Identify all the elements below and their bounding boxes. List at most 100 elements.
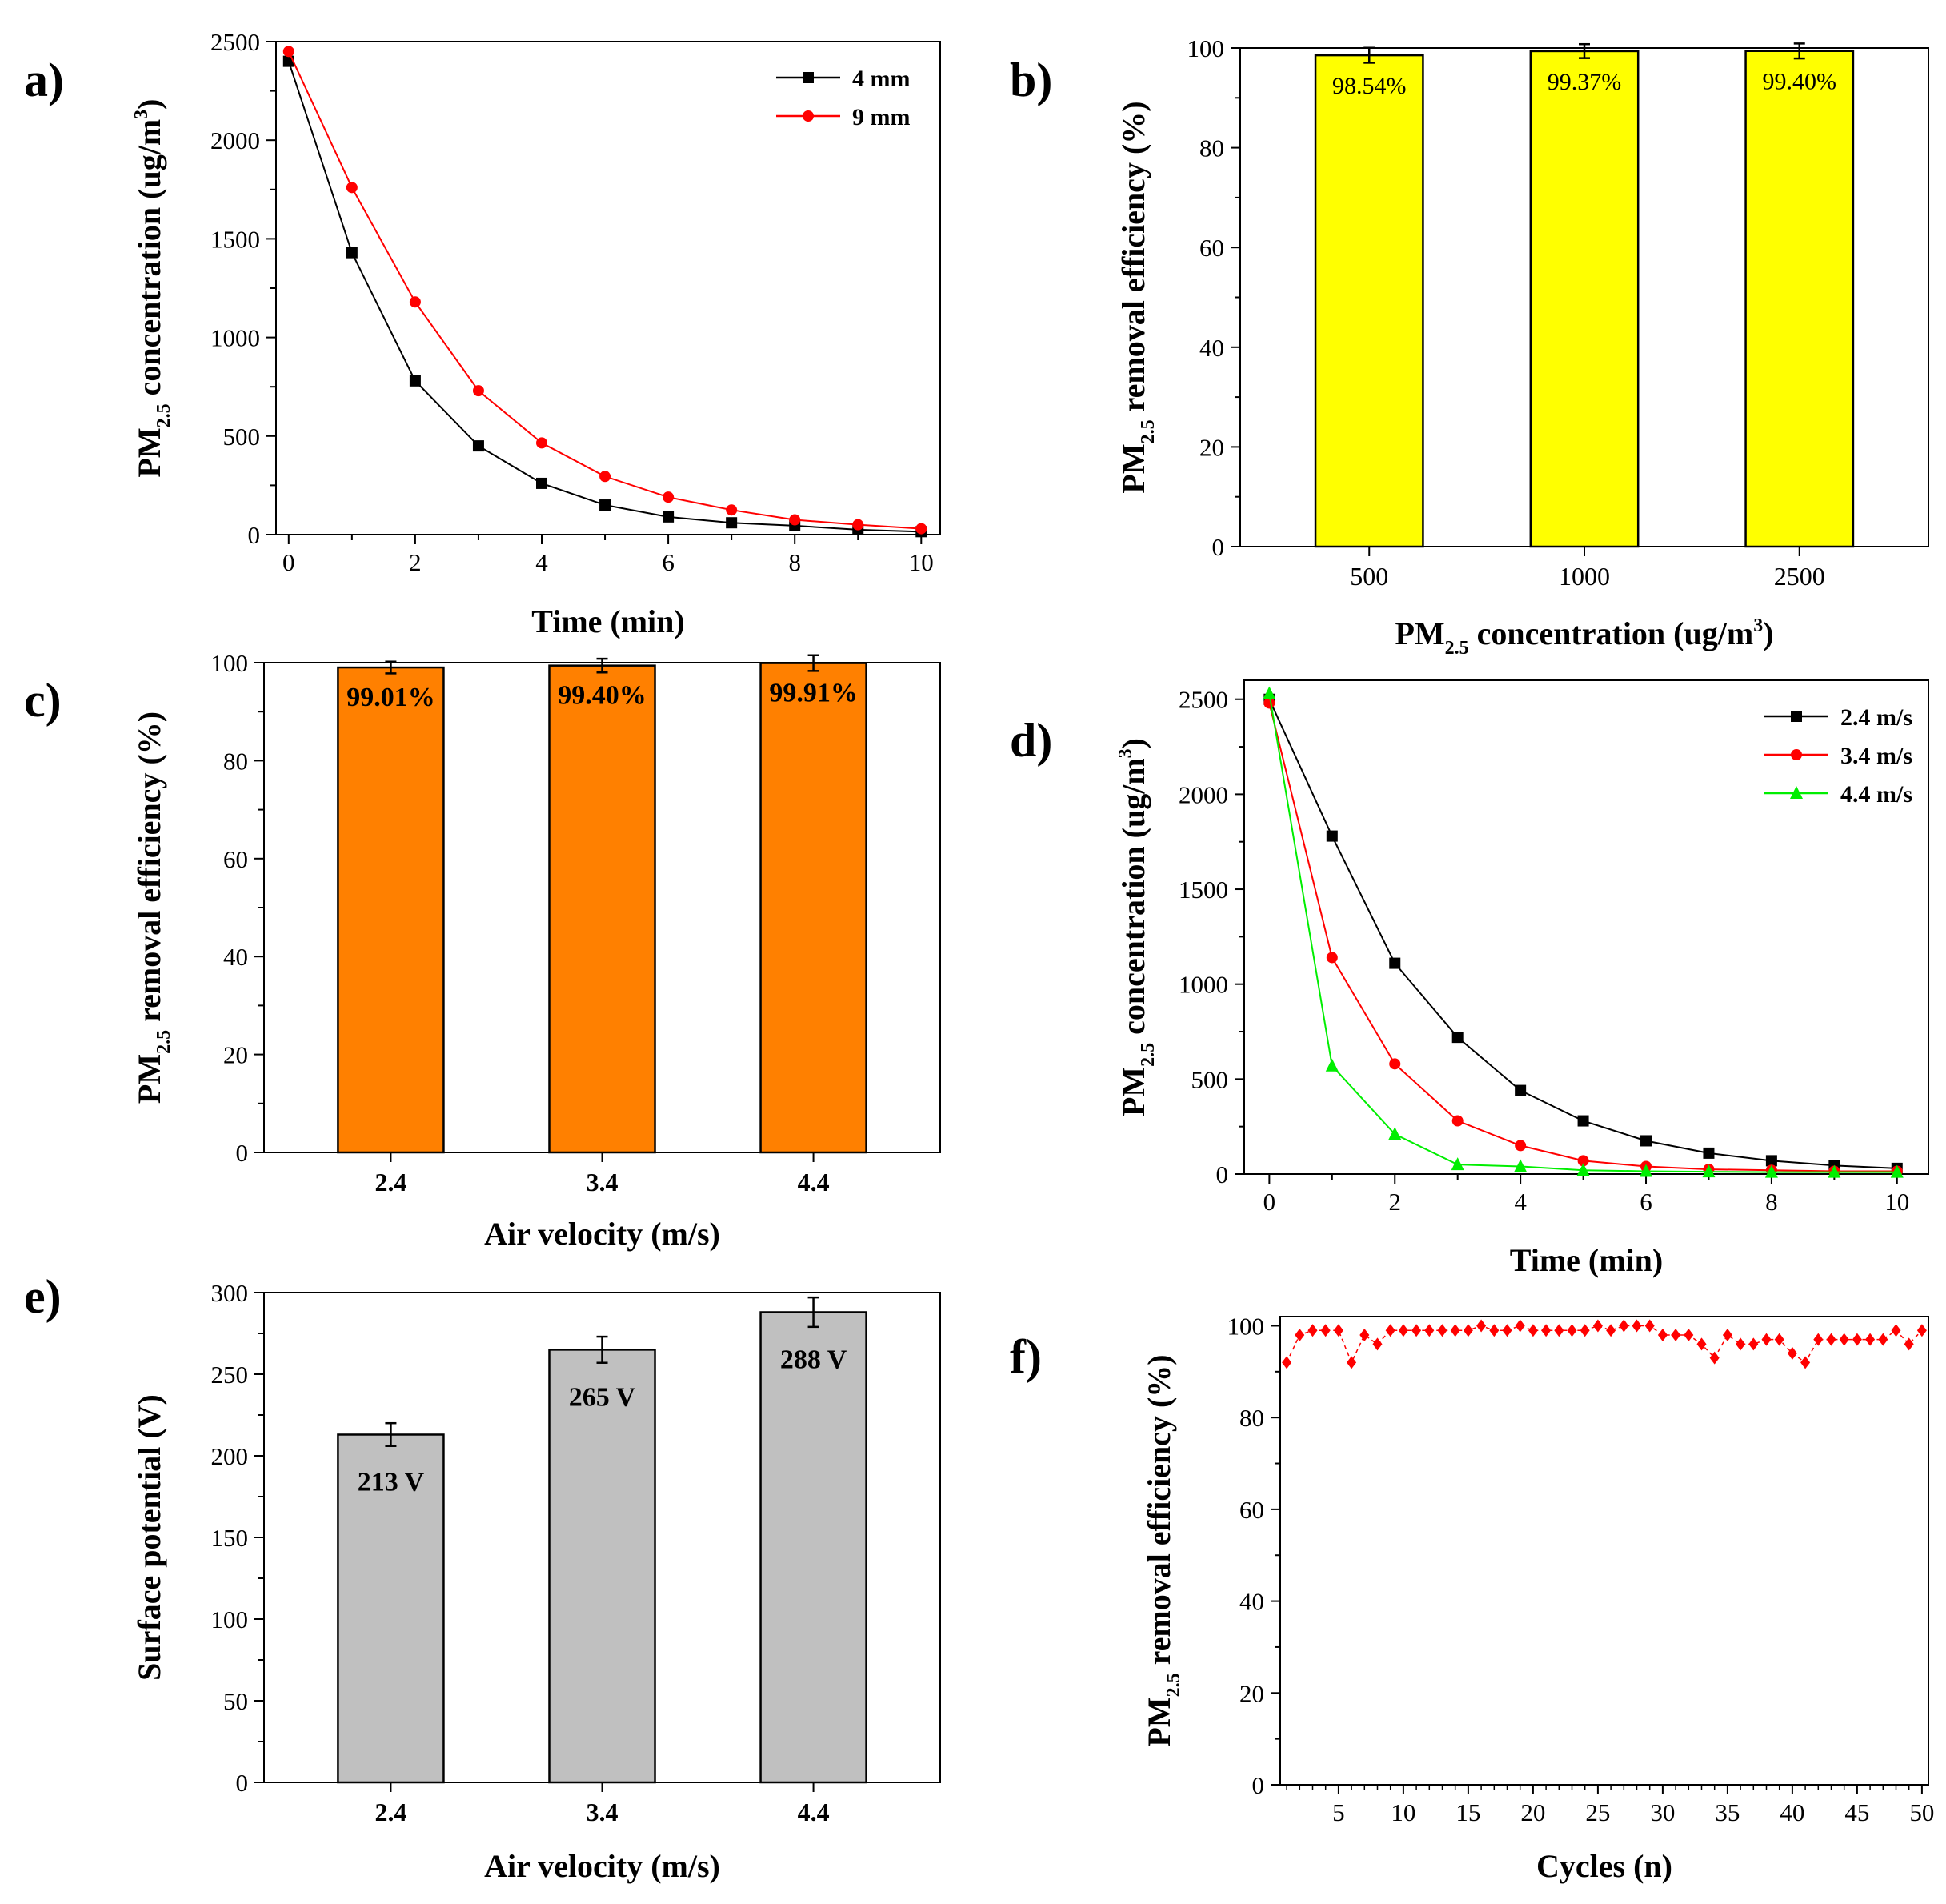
x-axis-title: Time (min) <box>531 603 684 639</box>
data-point <box>1878 1333 1888 1346</box>
y-tick-label: 1500 <box>1179 876 1228 904</box>
data-point <box>1450 1324 1460 1337</box>
bar <box>1744 50 1855 548</box>
data-point <box>1684 1328 1694 1341</box>
data-point <box>1657 1328 1668 1341</box>
x-tick-label: 30 <box>1650 1798 1675 1826</box>
data-point <box>1577 1115 1589 1127</box>
data-point <box>852 519 864 531</box>
legend-marker <box>1791 711 1802 722</box>
chart-d: 0 500 1000 1500 2000 2500 0 2 4 6 8 10 2.4 m/s 3.4 m/… <box>1010 679 1929 1278</box>
data-point <box>1514 1159 1528 1172</box>
y-tick-label: 0 <box>236 1769 249 1797</box>
legend-marker <box>1790 786 1803 799</box>
x-tick-label: 20 <box>1520 1798 1545 1826</box>
y-tick-label: 0 <box>1252 1771 1265 1799</box>
data-point <box>1904 1337 1914 1351</box>
panel-label: f) <box>1010 1330 1042 1383</box>
x-tick-label: 6 <box>1640 1188 1652 1216</box>
series-line-0 <box>287 61 922 533</box>
data-point <box>1333 1324 1343 1337</box>
chart-b: 0 20 40 60 80 100 98.54% 500 99.37% 1000 99.40% 250… <box>1010 34 1929 659</box>
data-point <box>1437 1324 1447 1337</box>
legend-label: 4 mm <box>852 66 910 92</box>
data-point <box>1372 1337 1383 1351</box>
x-tick-label: 2 <box>1389 1188 1402 1216</box>
data-point <box>282 46 294 58</box>
y-axis-title: PM2.5 concentration (ug/m3) <box>1115 738 1159 1116</box>
x-tick-label: 0 <box>1263 1188 1276 1216</box>
legend-label: 2.4 m/s <box>1840 704 1912 731</box>
y-tick-label: 300 <box>211 1279 249 1307</box>
data-point <box>1787 1346 1797 1360</box>
bar-data-label: 265 V <box>569 1382 636 1412</box>
data-point <box>1828 1164 1841 1178</box>
data-point <box>1671 1328 1681 1341</box>
x-tick-label: 2.4 <box>374 1168 406 1197</box>
x-tick-label: 45 <box>1844 1798 1869 1826</box>
y-tick-label: 250 <box>211 1361 249 1389</box>
y-tick-label: 2000 <box>1179 780 1228 808</box>
data-point <box>1347 1356 1357 1369</box>
chart-a: 0 500 1000 1500 2000 2500 0 2 4 6 8 10 4 mm 9 mm Time … <box>24 28 941 639</box>
data-point <box>1325 1058 1339 1072</box>
bar-data-label: 99.40% <box>558 681 647 711</box>
x-axis-title: Time (min) <box>1510 1242 1663 1278</box>
x-tick-label: 40 <box>1780 1798 1804 1826</box>
y-tick-label: 80 <box>1199 134 1224 162</box>
y-axis-title: PM2.5 removal efficiency (%) <box>131 711 174 1104</box>
y-tick-label: 150 <box>211 1524 249 1552</box>
legend-marker <box>803 110 814 122</box>
x-tick-label: 3.4 <box>587 1168 619 1197</box>
x-tick-label: 15 <box>1455 1798 1480 1826</box>
data-point <box>1852 1333 1862 1346</box>
data-point <box>726 517 738 529</box>
data-point <box>1515 1319 1525 1333</box>
y-axis-title: PM2.5 removal efficiency (%) <box>1141 1354 1184 1746</box>
data-point <box>1826 1333 1836 1346</box>
bar <box>548 664 656 1154</box>
y-tick-label: 60 <box>1239 1496 1264 1524</box>
data-point <box>1640 1164 1653 1177</box>
legend-marker <box>803 72 814 83</box>
data-point <box>1619 1319 1629 1333</box>
data-point <box>663 511 675 523</box>
data-point <box>1307 1324 1318 1337</box>
bar <box>337 666 445 1154</box>
x-tick-label: 2 <box>409 548 422 576</box>
y-tick-label: 0 <box>1212 533 1225 561</box>
panel-label: a) <box>24 54 64 106</box>
data-point <box>1541 1324 1552 1337</box>
data-point <box>536 477 547 489</box>
data-point <box>1764 1164 1778 1178</box>
y-tick-label: 20 <box>223 1041 248 1069</box>
x-tick-label: 4 <box>535 548 548 576</box>
data-point <box>1761 1333 1772 1346</box>
data-point <box>1606 1324 1616 1337</box>
data-point <box>1388 1127 1402 1140</box>
y-tick-label: 20 <box>1239 1679 1264 1707</box>
panel-label: b) <box>1010 54 1052 106</box>
data-point <box>1576 1163 1590 1176</box>
data-point <box>536 437 547 449</box>
data-point <box>346 182 358 194</box>
data-point <box>1592 1319 1603 1333</box>
data-point <box>409 296 421 308</box>
data-point <box>1839 1333 1849 1346</box>
data-point <box>409 375 421 387</box>
data-point <box>1580 1324 1590 1337</box>
data-point <box>1515 1140 1527 1152</box>
x-tick-label: 8 <box>788 548 801 576</box>
y-tick-label: 40 <box>1239 1588 1264 1616</box>
y-tick-label: 500 <box>223 423 261 451</box>
y-tick-label: 100 <box>1187 34 1225 62</box>
data-point <box>599 471 611 483</box>
data-point <box>599 499 611 511</box>
x-tick-label: 4 <box>1514 1188 1527 1216</box>
y-axis-title: PM2.5 removal efficiency (%) <box>1115 101 1159 493</box>
y-tick-label: 50 <box>223 1687 248 1715</box>
y-tick-label: 2500 <box>1179 686 1228 714</box>
data-point <box>789 514 801 526</box>
data-point <box>1398 1324 1408 1337</box>
